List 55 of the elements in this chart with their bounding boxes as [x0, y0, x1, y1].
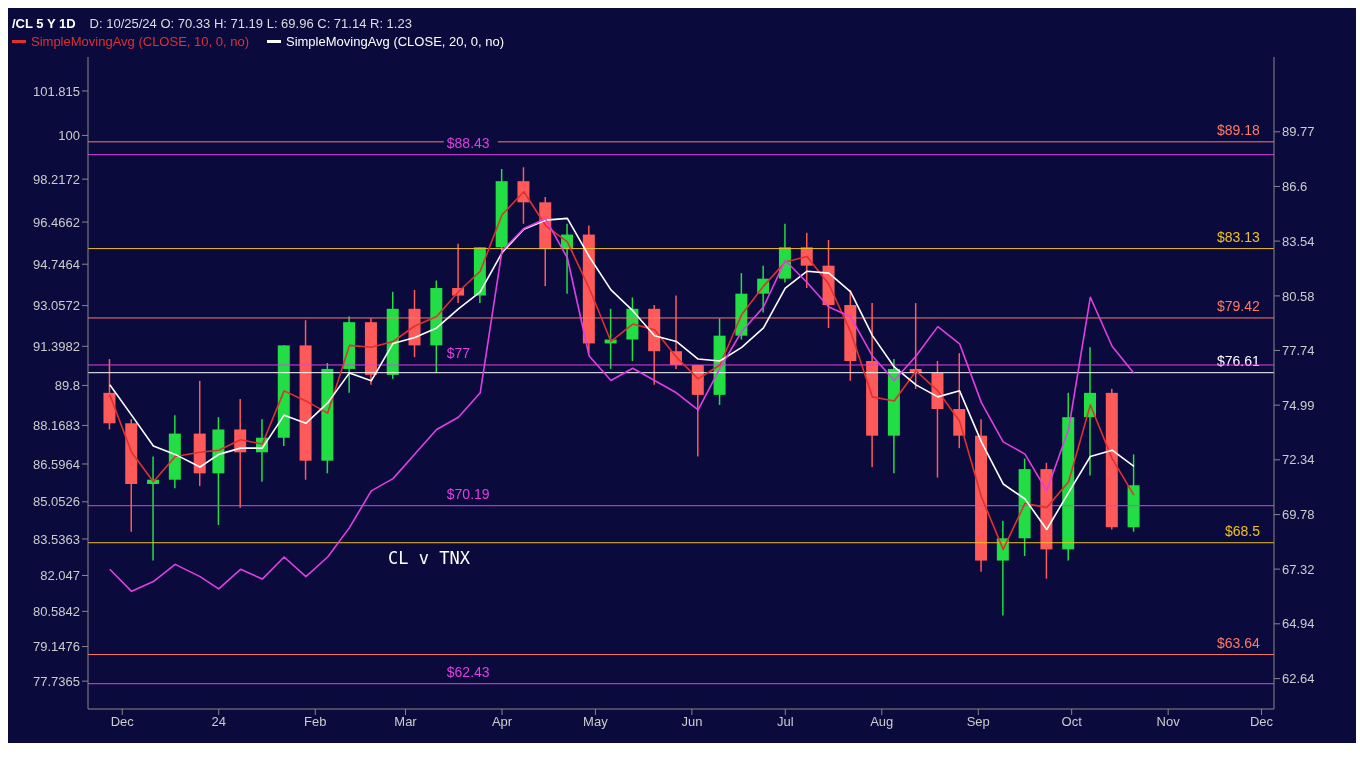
y2-tick-label: 91.3982: [33, 338, 80, 354]
y2-tick-label: 86.5964: [33, 456, 80, 472]
x-tick-label: Nov: [1156, 714, 1181, 730]
ref-line-label: $68.5: [1225, 522, 1261, 539]
y-tick-label: 74.99: [1282, 397, 1315, 413]
ref-line-label: $63.64: [1217, 634, 1261, 651]
y2-tick-label: 100: [58, 128, 80, 144]
y2-tick-label: 94.7464: [33, 256, 80, 272]
legend-label: SimpleMovingAvg (CLOSE, 20, 0, no): [285, 34, 504, 49]
y-tick-label: 69.78: [1282, 507, 1315, 523]
y2-tick-label: 80.5842: [33, 603, 80, 619]
y-tick-label: 83.54: [1282, 233, 1315, 249]
y2-tick-label: 96.4662: [33, 214, 80, 230]
y2-tick-label: 85.0526: [33, 494, 80, 510]
ref-line-label: $88.43: [446, 134, 490, 151]
y-tick-label: 72.34: [1282, 452, 1315, 468]
y2-tick-label: 89.8: [54, 378, 80, 394]
x-tick-label: Dec: [1249, 714, 1274, 730]
chart-title: /CL 5 Y 1D: [12, 15, 76, 31]
y2-tick-label: 77.7365: [33, 673, 80, 689]
y-tick-label: 62.64: [1282, 671, 1315, 687]
y-tick-label: 86.6: [1282, 179, 1308, 195]
x-tick-label: May: [583, 714, 609, 730]
x-tick-label: Dec: [110, 714, 135, 730]
y2-tick-label: 88.1683: [33, 418, 80, 434]
ref-line-label: $70.19: [446, 485, 490, 502]
y-tick-label: 80.58: [1282, 288, 1315, 304]
y2-tick-label: 98.2172: [33, 171, 80, 187]
ref-line-label: $89.18: [1217, 121, 1261, 138]
ref-line-label: $79.42: [1217, 297, 1261, 314]
x-tick-label: Apr: [491, 714, 513, 730]
x-tick-label: Mar: [394, 714, 418, 730]
ref-line-label: $83.13: [1217, 228, 1261, 245]
x-tick-label: Sep: [966, 714, 990, 730]
x-tick-label: Aug: [870, 714, 894, 730]
x-tick-label: Jul: [776, 714, 794, 730]
y2-tick-label: 83.5363: [33, 531, 80, 547]
y2-tick-label: 82.047: [40, 568, 80, 584]
x-tick-label: Jun: [681, 714, 703, 730]
x-tick-label: Feb: [304, 714, 327, 730]
ref-line-label: $76.61: [1217, 352, 1261, 369]
ref-line-label: $62.43: [446, 663, 490, 680]
annotation: CL v TNX: [388, 548, 470, 568]
y-tick-label: 77.74: [1282, 343, 1315, 359]
x-tick-label: Oct: [1061, 714, 1083, 730]
y-tick-label: 64.94: [1282, 616, 1315, 632]
y2-tick-label: 101.815: [33, 83, 80, 99]
y-tick-label: 67.32: [1282, 561, 1315, 577]
legend-label: SimpleMovingAvg (CLOSE, 10, 0, no): [31, 34, 249, 49]
y2-tick-label: 79.1476: [33, 639, 80, 655]
y-tick-label: 89.77: [1282, 124, 1315, 140]
y2-tick-label: 93.0572: [33, 298, 80, 314]
chart-subtitle: D: 10/25/24 O: 70.33 H: 71.19 L: 69.96 C: 71.14 R: 1.23: [89, 15, 412, 31]
x-tick-label: 24: [211, 714, 226, 730]
ref-line-label: $77: [446, 344, 471, 361]
